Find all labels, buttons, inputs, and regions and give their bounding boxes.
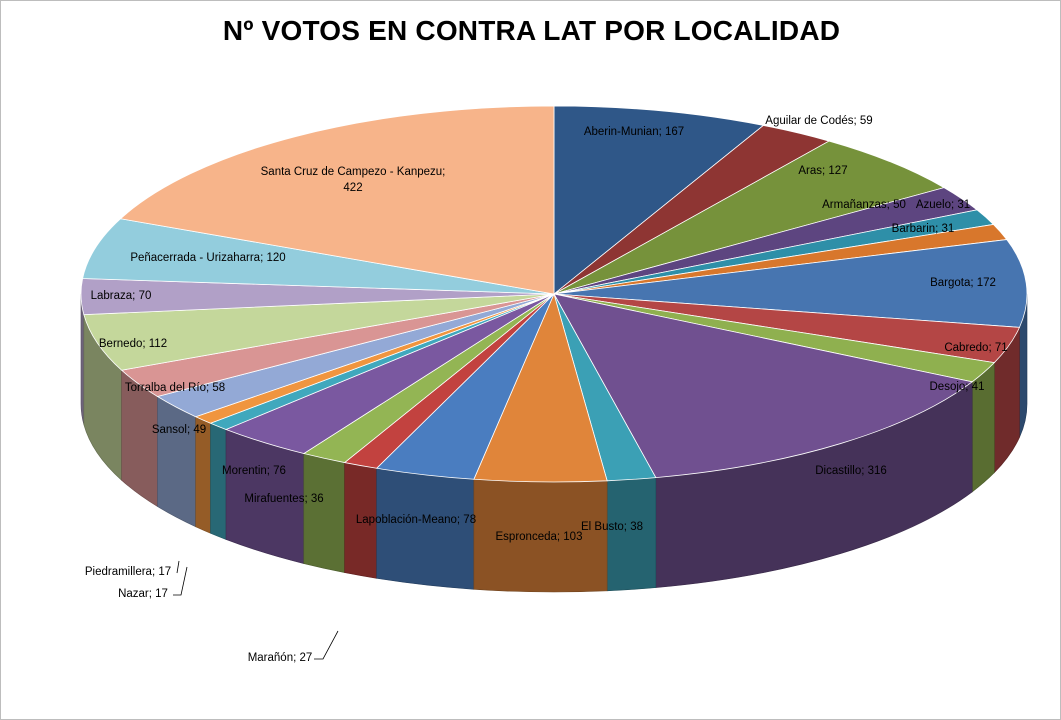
leader-line-maranon	[314, 630, 339, 660]
data-label-torralba-del-rio: Torralba del Río; 58	[125, 382, 225, 394]
slice-side-mirafuentes	[303, 453, 345, 573]
leader-line-piedramillera	[176, 560, 180, 574]
slice-side-sansol	[157, 395, 196, 528]
slice-santa-cruz-de-campezo-kanpezu	[119, 105, 555, 295]
data-label-maranon: Marañón; 27	[248, 652, 313, 664]
data-label-lapoblacion-meano: Lapoblación-Meano; 78	[356, 514, 476, 526]
data-label-aras: Aras; 127	[798, 165, 847, 177]
data-label-bargota: Bargota; 172	[930, 277, 996, 289]
data-label-nazar: Nazar; 17	[118, 588, 168, 600]
data-label-aberin-munian: Aberin-Munian; 167	[584, 126, 684, 138]
data-label-desojo: Desojo; 41	[930, 381, 985, 393]
slice-side-lapoblacion-meano	[376, 467, 475, 590]
data-label-santa-cruz-de-campezo-kanpezu: Santa Cruz de Campezo - Kanpezu; 422	[261, 166, 446, 194]
chart-title: Nº VOTOS EN CONTRA LAT POR LOCALIDAD	[222, 15, 841, 46]
data-label-dicastillo: Dicastillo; 316	[815, 465, 887, 477]
slice-penacerrada-urizaharra	[82, 218, 555, 295]
data-label-azuelo: Azuelo; 31	[916, 199, 970, 211]
data-label-aguilar-de-codes: Aguilar de Codés; 59	[765, 115, 872, 127]
data-label-bernedo: Bernedo; 112	[99, 338, 167, 350]
slice-side-nazar	[210, 422, 227, 540]
data-label-penacerrada-urizaharra: Peñacerrada - Urizaharra; 120	[130, 252, 285, 264]
data-label-labraza: Labraza; 70	[91, 290, 152, 302]
data-label-el-busto: El Busto; 38	[581, 521, 643, 533]
slice-bargota	[553, 239, 1028, 328]
data-label-mirafuentes: Mirafuentes; 36	[244, 493, 323, 505]
data-label-armananzas: Armañanzas; 50	[822, 199, 906, 211]
data-label-morentin: Morentin; 76	[222, 465, 286, 477]
data-label-cabredo: Cabredo; 71	[944, 342, 1007, 354]
data-label-piedramillera: Piedramillera; 17	[85, 566, 171, 578]
slice-aras	[553, 140, 946, 295]
slice-aberin-munian	[553, 105, 765, 295]
leader-line-nazar	[173, 566, 188, 596]
data-label-sansol: Sansol; 49	[152, 424, 206, 436]
data-label-barbarin: Barbarin; 31	[892, 223, 955, 235]
data-label-espronceda: Espronceda; 103	[496, 531, 583, 543]
slice-dicastillo	[553, 293, 974, 479]
slice-side-el-busto	[606, 477, 657, 592]
slice-bernedo	[83, 293, 555, 371]
